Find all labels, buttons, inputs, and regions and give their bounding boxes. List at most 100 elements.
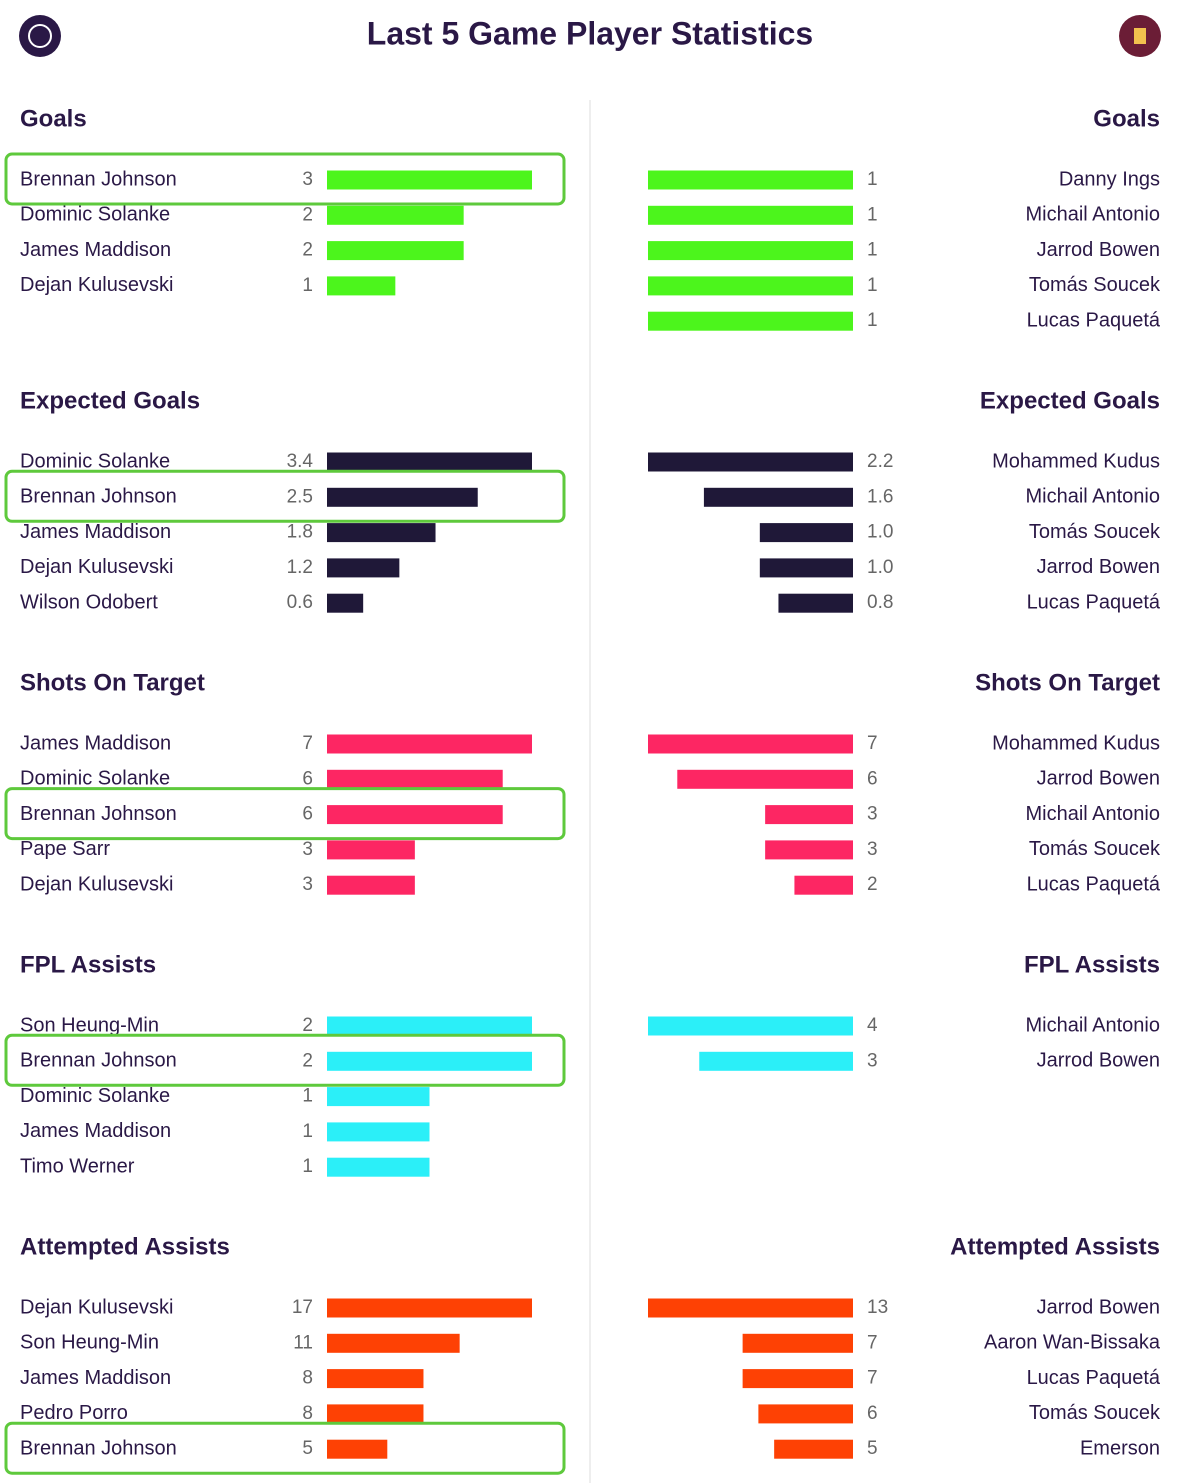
- player-name: Lucas Paquetá: [1027, 873, 1161, 895]
- highlight-box: [4, 787, 566, 841]
- section-title: Shots On Target: [20, 669, 205, 696]
- player-name: Dejan Kulusevski: [20, 556, 173, 578]
- section-title: Goals: [1093, 105, 1160, 132]
- bar: [778, 593, 853, 613]
- value-label: 1.6: [867, 486, 893, 507]
- value-label: 3: [867, 1050, 878, 1071]
- player-name: Son Heung-Min: [20, 1332, 159, 1354]
- league-logo: [19, 15, 61, 57]
- value-label: 2.2: [867, 451, 893, 472]
- bar: [759, 558, 853, 578]
- bar: [742, 1369, 853, 1389]
- value-label: 2: [302, 240, 313, 261]
- bar: [327, 558, 400, 578]
- value-label: 1.0: [867, 557, 893, 578]
- bar: [699, 1051, 853, 1071]
- value-label: 4: [867, 1015, 878, 1036]
- player-name: Wilson Odobert: [20, 591, 158, 613]
- player-name: Tomás Soucek: [1029, 838, 1161, 860]
- value-label: 3: [867, 839, 878, 860]
- player-name: Jarrod Bowen: [1037, 1050, 1160, 1072]
- value-label: 1.8: [287, 522, 313, 543]
- player-name: Brennan Johnson: [20, 803, 177, 825]
- bar: [327, 769, 503, 789]
- value-label: 0.6: [287, 592, 313, 613]
- player-name: Michail Antonio: [1025, 1014, 1160, 1036]
- bar: [327, 1333, 460, 1353]
- bar: [648, 1298, 853, 1318]
- value-label: 1: [867, 275, 878, 296]
- bar: [327, 1298, 532, 1318]
- bar: [794, 875, 853, 895]
- league-logo-mark: [28, 24, 52, 48]
- bar: [327, 840, 415, 860]
- player-name: James Maddison: [20, 732, 171, 754]
- bar: [648, 1016, 853, 1036]
- bar: [327, 1016, 532, 1036]
- player-name: Brennan Johnson: [20, 168, 177, 190]
- player-name: James Maddison: [20, 1120, 171, 1142]
- value-label: 1: [302, 1086, 313, 1107]
- player-name: Michail Antonio: [1025, 803, 1160, 825]
- value-label: 17: [292, 1297, 313, 1318]
- value-label: 3.4: [287, 451, 314, 472]
- bar: [327, 1404, 424, 1424]
- player-name: Michail Antonio: [1025, 204, 1160, 226]
- player-name: Mohammed Kudus: [992, 732, 1160, 754]
- bar: [742, 1333, 853, 1353]
- player-name: Aaron Wan-Bissaka: [984, 1332, 1161, 1354]
- bar: [327, 805, 503, 825]
- player-name: Jarrod Bowen: [1037, 1296, 1160, 1318]
- player-name: Son Heung-Min: [20, 1014, 159, 1036]
- bar: [327, 241, 464, 261]
- player-name: Tomás Soucek: [1029, 521, 1161, 543]
- section-title: Expected Goals: [20, 387, 200, 414]
- highlight-box: [4, 152, 566, 206]
- value-label: 1: [867, 240, 878, 261]
- bar: [648, 734, 853, 754]
- bar: [648, 205, 853, 225]
- value-label: 6: [302, 768, 313, 789]
- value-label: 3: [302, 169, 313, 190]
- bar: [648, 452, 853, 472]
- section-title: Expected Goals: [980, 387, 1160, 414]
- player-name: Lucas Paquetá: [1027, 309, 1161, 331]
- value-label: 2: [867, 874, 878, 895]
- player-name: Timo Werner: [20, 1155, 135, 1177]
- value-label: 1: [867, 204, 878, 225]
- player-name: Jarrod Bowen: [1037, 239, 1160, 261]
- value-label: 2: [302, 204, 313, 225]
- bar: [648, 276, 853, 296]
- player-name: Dominic Solanke: [20, 204, 170, 226]
- bar: [327, 452, 532, 472]
- value-label: 8: [302, 1403, 313, 1424]
- value-label: 3: [867, 804, 878, 825]
- value-label: 7: [867, 733, 878, 754]
- value-label: 1: [302, 275, 313, 296]
- page-title: Last 5 Game Player Statistics: [367, 15, 813, 51]
- value-label: 6: [302, 804, 313, 825]
- value-label: 3: [302, 839, 313, 860]
- bar: [648, 241, 853, 261]
- player-name: Dominic Solanke: [20, 768, 170, 790]
- bar: [677, 769, 853, 789]
- bar: [759, 523, 853, 543]
- section-title: FPL Assists: [20, 951, 156, 978]
- value-label: 3: [302, 874, 313, 895]
- bar: [703, 487, 853, 507]
- bar: [327, 593, 364, 613]
- bar: [765, 805, 853, 825]
- value-label: 2: [302, 1050, 313, 1071]
- player-name: Mohammed Kudus: [992, 450, 1160, 472]
- bar: [327, 523, 436, 543]
- value-label: 7: [302, 733, 313, 754]
- bar: [758, 1404, 853, 1424]
- player-name: Brennan Johnson: [20, 1050, 177, 1072]
- highlight-box: [4, 1033, 566, 1087]
- bar: [765, 840, 853, 860]
- value-label: 7: [867, 1368, 878, 1389]
- bar: [327, 1051, 532, 1071]
- value-label: 6: [867, 1403, 878, 1424]
- bar: [327, 734, 532, 754]
